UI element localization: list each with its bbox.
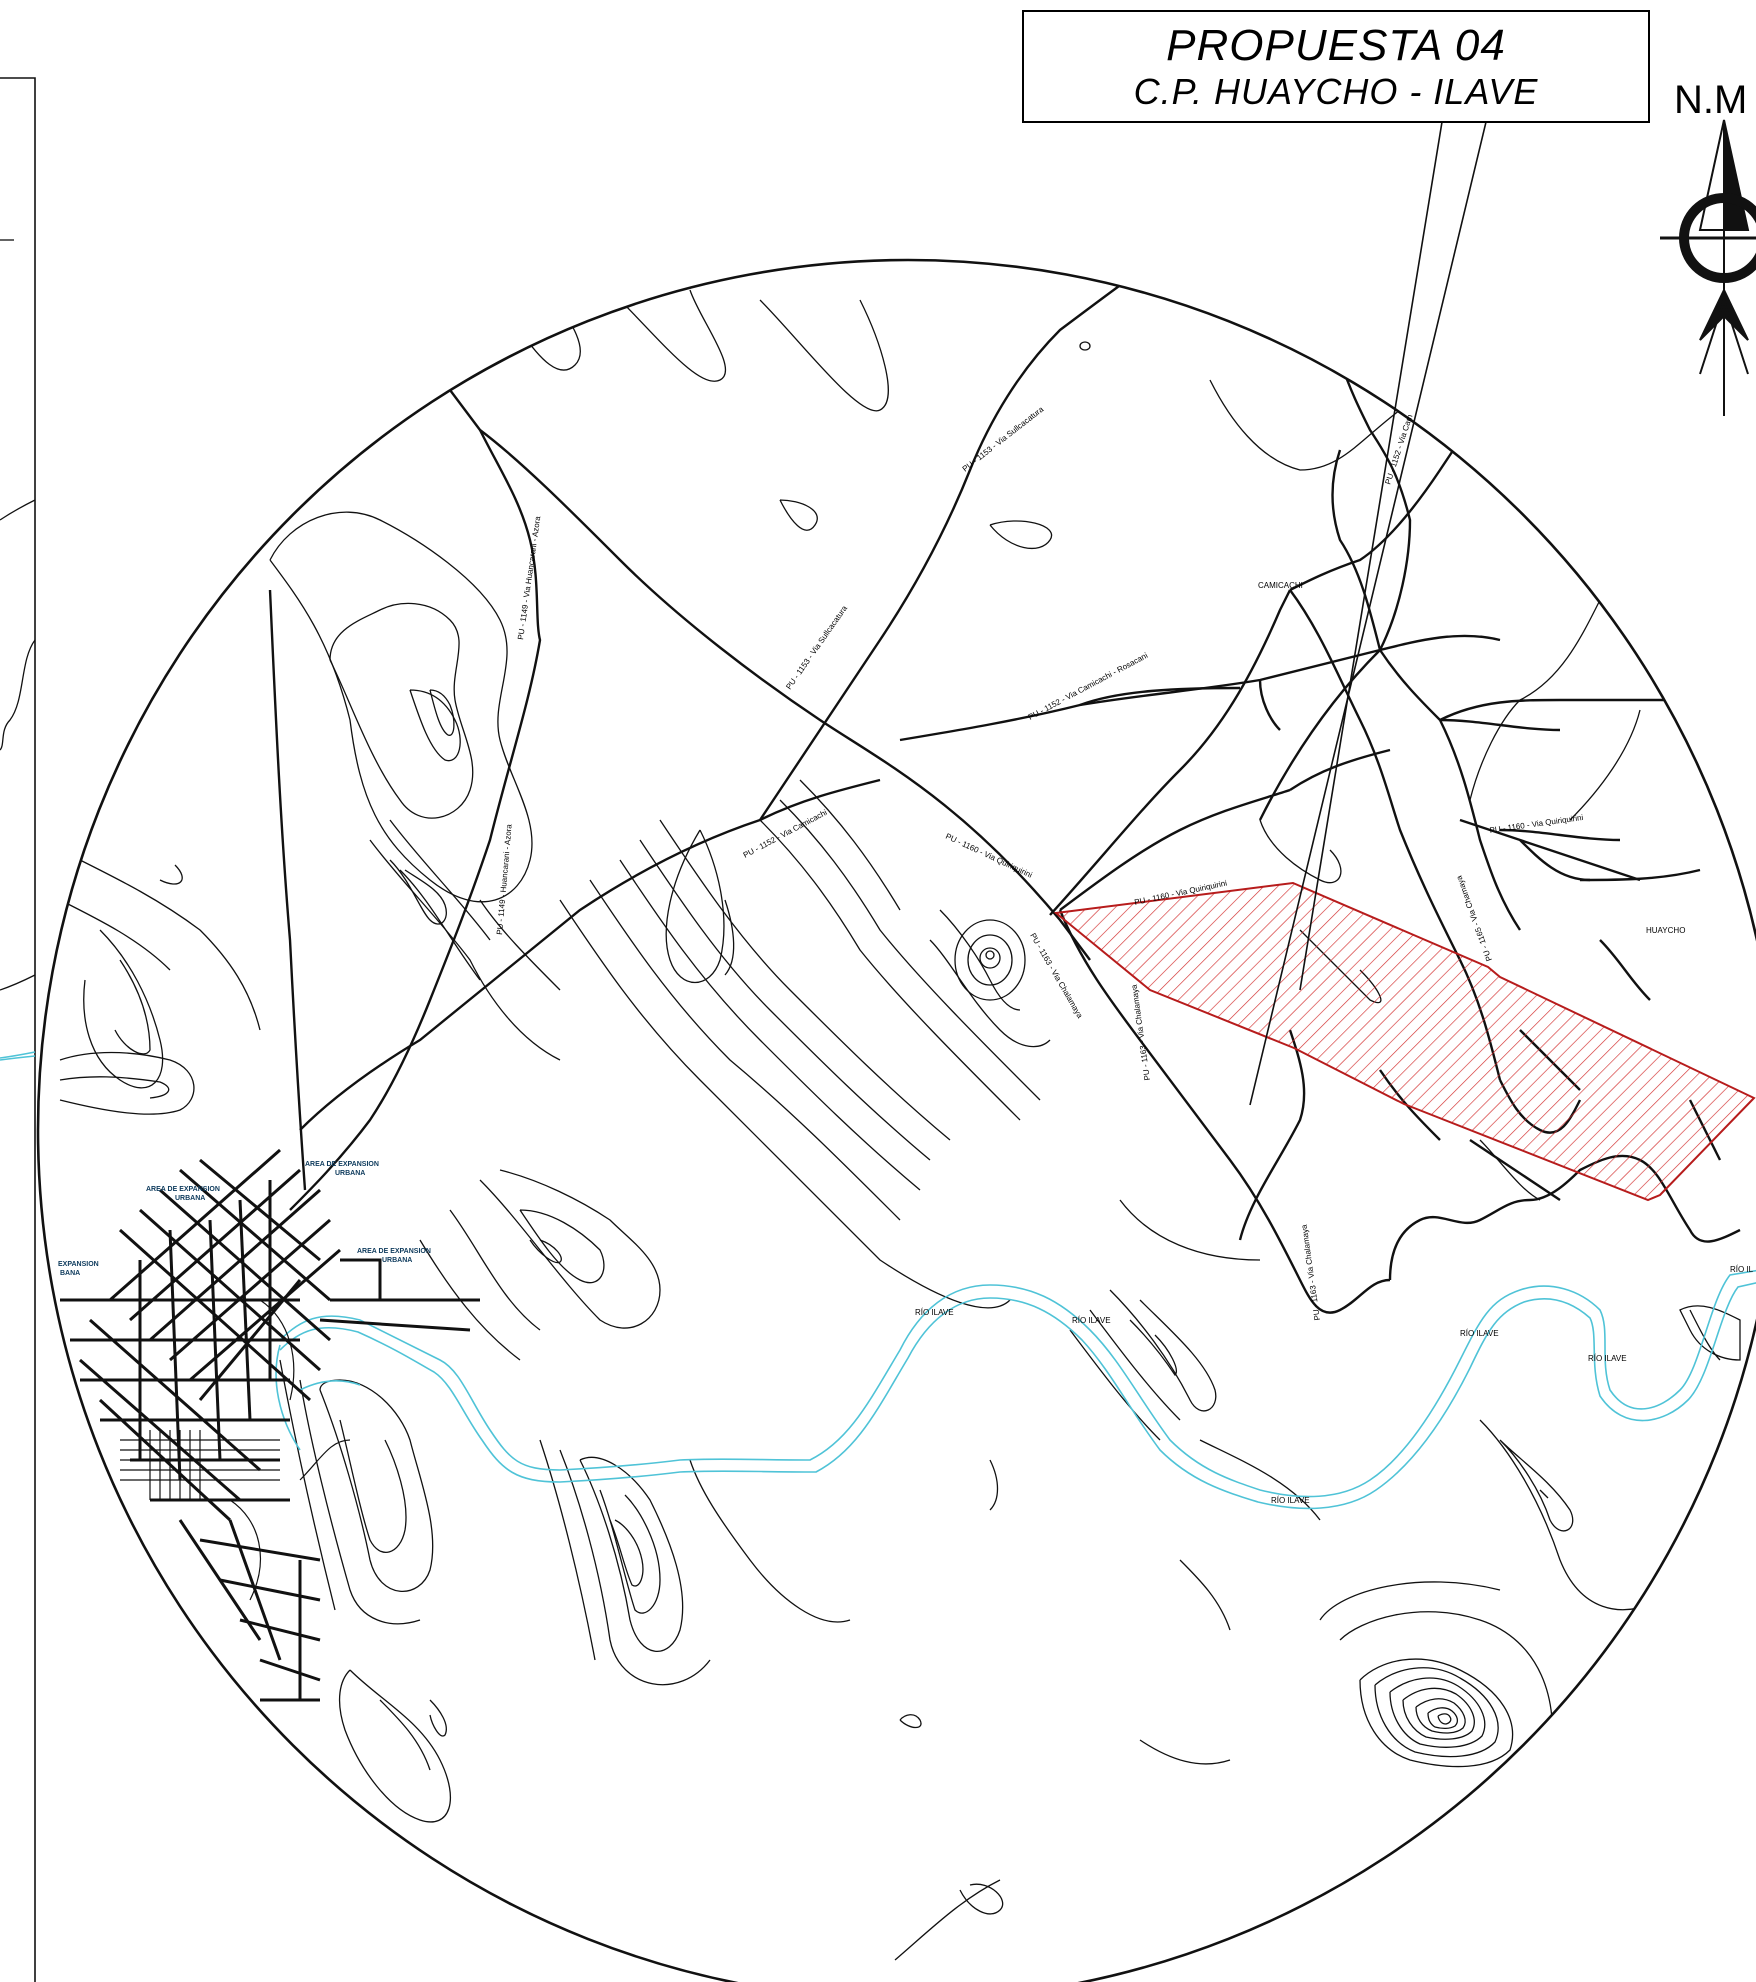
svg-text:AREA DE EXPANSION: AREA DE EXPANSION [305,1161,379,1168]
adjacent-sheet-frame [0,77,36,1982]
road-label-pu1163c: PU - 1163 - Via Chalamaya [1300,1223,1322,1320]
river-label: RÍO ILAVE [1460,1329,1499,1338]
road-label-pu1160a: PU - 1160 - Via Quiriquirini [944,832,1034,880]
road-label-pu1152b: PU - 1152 - Via Camicachi [742,808,829,860]
north-arrow-icon [1660,119,1756,416]
title-leader-lines [1249,121,1487,1106]
north-label: N.M [1674,78,1748,122]
road-label-pu1153b: PU - 1153 - Via Sullcacatura [784,603,849,691]
svg-text:BANA: BANA [60,1270,80,1277]
place-label-camicachi: CAMICACHI [1258,581,1303,590]
svg-text:URBANA: URBANA [382,1257,412,1264]
title-box: PROPUESTA 04 C.P. HUAYCHO - ILAVE [1022,10,1650,123]
study-area-circle [36,258,1756,1982]
river-label: RÍO ILAVE [1588,1354,1627,1363]
proposal-area-hatch [1053,881,1756,1202]
road-label-pu1149b: PU - 1149 - Huancarani - Azora [495,823,514,935]
rio-ilave-river [275,1269,1756,1510]
urban-area-grid [60,1148,480,1702]
svg-text:EXPANSION: EXPANSION [58,1261,99,1268]
river-label: RÍO ILAVE [915,1308,954,1317]
svg-text:URBANA: URBANA [335,1170,365,1177]
place-label-huaycho: HUAYCHO [1646,926,1685,935]
roads [268,260,1741,1314]
urban-area-fine-grid [120,1299,351,1601]
title-line1: PROPUESTA 04 [1166,21,1506,70]
road-label-pu1152: PU - 1152 - Via Camicachi - Rosacani [1027,651,1150,722]
svg-text:URBANA: URBANA [175,1195,205,1202]
river-label: RÍO ILAVE [1271,1496,1310,1505]
road-label-pu1153: PU - 1153 - Via Sullcacatura [961,404,1046,473]
river-label: RÍO IL [1730,1265,1754,1274]
svg-text:AREA DE EXPANSION: AREA DE EXPANSION [146,1186,220,1193]
urban-expansion-labels: AREA DE EXPANSION URBANA AREA DE EXPANSI… [58,1161,431,1277]
road-label-pu1165: PU - 1165 - Via Chamaya [1454,874,1494,963]
river-labels: RÍO ILAVE RÍO ILAVE RÍO ILAVE RÍO ILAVE … [915,1265,1754,1505]
river-label: RÍO ILAVE [1072,1316,1111,1325]
title-line2: C.P. HUAYCHO - ILAVE [1133,71,1539,112]
svg-text:AREA DE EXPANSION: AREA DE EXPANSION [357,1248,431,1255]
